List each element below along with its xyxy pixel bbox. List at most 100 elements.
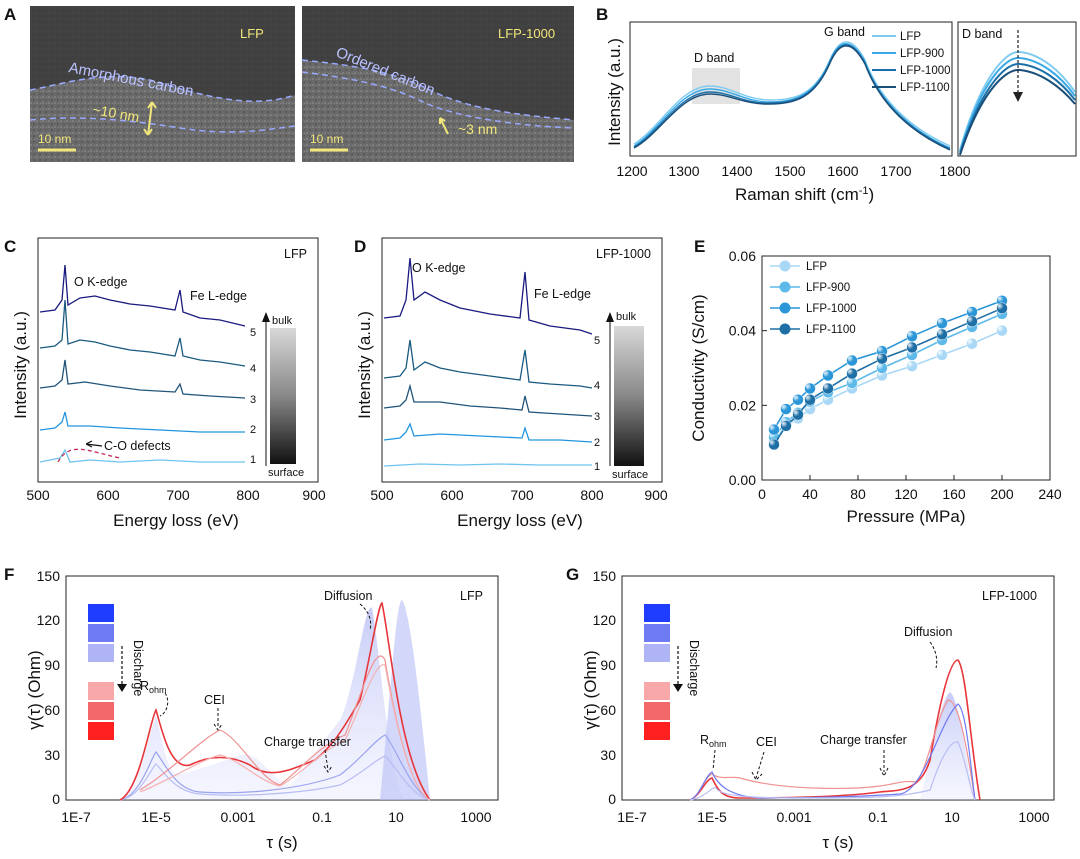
eels-d-xticks: 500 600 700 800 900: [370, 487, 668, 503]
x-tick-label: 0: [758, 486, 766, 502]
c-o-defects-label: C-O defects: [104, 439, 171, 453]
svg-text:60: 60: [44, 702, 60, 718]
data-point-highlight: [823, 370, 830, 377]
data-point-highlight: [967, 307, 974, 314]
svg-text:1E-7: 1E-7: [61, 809, 91, 825]
data-point-highlight: [823, 384, 830, 391]
svg-text:0.1: 0.1: [312, 809, 332, 825]
panel-e-label: E: [694, 237, 705, 256]
g-charge-transfer-label: Charge transfer: [820, 733, 907, 747]
c-bulk-label: bulk: [272, 315, 293, 327]
panel-c-xlabel: Energy loss (eV): [113, 511, 239, 530]
svg-text:60: 60: [600, 702, 616, 718]
svg-text:30: 30: [44, 747, 60, 763]
thickness-3nm-label: ~3 nm: [458, 121, 497, 137]
c-surface-label: surface: [268, 467, 304, 479]
data-point-highlight: [997, 326, 1004, 333]
svg-text:1E-5: 1E-5: [697, 809, 727, 825]
y-tick-label: 0.02: [729, 397, 756, 413]
g-diffusion-label: Diffusion: [904, 625, 952, 639]
panel-g: G γ(τ) (Ohm) 0 30 60 90 120 150 D: [566, 565, 1055, 852]
raman-inset: D band: [957, 21, 1077, 157]
svg-text:90: 90: [600, 657, 616, 673]
legend-marker: [779, 260, 791, 272]
panel-c-sample: LFP: [284, 247, 307, 261]
panel-f: F γ(τ) (Ohm) 0 30 60 90 120 150: [4, 565, 499, 852]
data-point-highlight: [769, 425, 776, 432]
svg-text:700: 700: [166, 487, 190, 503]
data-point-highlight: [847, 369, 854, 376]
raman-xticks: 1200 1300 1400 1500 1600 1700 1800: [616, 163, 970, 179]
data-point-highlight: [967, 339, 974, 346]
svg-text:1000: 1000: [1018, 809, 1049, 825]
svg-text:0.1: 0.1: [868, 809, 888, 825]
svg-text:150: 150: [37, 568, 61, 584]
scale-bar-a2: 10 nm: [310, 132, 343, 146]
svg-text:4: 4: [594, 380, 600, 392]
f-cei-label: CEI: [204, 693, 225, 707]
y-tick-label: 0.00: [729, 472, 756, 488]
eels-d-spectra: [383, 257, 593, 467]
drt-f-curves: [119, 600, 431, 801]
svg-text:3: 3: [594, 411, 600, 423]
data-point-highlight: [847, 356, 854, 363]
d-surface-label: surface: [612, 469, 648, 481]
panel-b-xlabel: Raman shift (cm-1): [735, 185, 874, 204]
d-fe-edge-label: Fe L-edge: [534, 287, 591, 301]
data-point-highlight: [877, 354, 884, 361]
panel-b-ylabel: Intensity (a.u.): [605, 38, 624, 146]
scale-bar-a1: 10 nm: [38, 132, 71, 146]
eels-d-axes: [381, 237, 663, 483]
panel-b: B Intensity (a.u.) D band G band LFP LFP…: [596, 5, 1077, 204]
svg-text:90: 90: [44, 657, 60, 673]
data-point-highlight: [781, 421, 788, 428]
data-point-highlight: [781, 404, 788, 411]
svg-text:10: 10: [388, 809, 404, 825]
f-charge-transfer-label: Charge transfer: [264, 735, 351, 749]
legend-label: LFP-1000: [806, 303, 857, 315]
legend-marker: [779, 281, 791, 293]
svg-text:5: 5: [594, 335, 600, 347]
svg-text:500: 500: [370, 487, 394, 503]
data-point-highlight: [967, 316, 974, 323]
raman-legend: LFP LFP-900 LFP-1000 LFP-1100: [872, 31, 951, 94]
svg-text:1000: 1000: [460, 809, 491, 825]
legend-label: LFP-1100: [806, 324, 856, 336]
svg-text:120: 120: [37, 612, 61, 628]
svg-text:1300: 1300: [668, 163, 699, 179]
svg-text:10: 10: [944, 809, 960, 825]
c-colorbar: [270, 328, 296, 464]
chart-xlabel: Pressure (MPa): [846, 507, 965, 526]
svg-text:0.001: 0.001: [776, 809, 811, 825]
drt-g-axes: [621, 575, 1055, 801]
svg-text:1200: 1200: [616, 163, 647, 179]
c-o-edge-label: O K-edge: [74, 275, 128, 289]
panel-a-label: A: [4, 5, 16, 24]
panel-c-label: C: [4, 237, 16, 256]
svg-text:800: 800: [580, 487, 604, 503]
drt-f-xticks: 1E-7 1E-5 0.001 0.1 10 1000: [61, 809, 492, 825]
c-fe-edge-label: Fe L-edge: [190, 289, 247, 303]
drt-f-discharge-legend: Discharge: [88, 604, 145, 740]
legend-lfp1100: LFP-1100: [900, 82, 950, 94]
drt-g-discharge-legend: Discharge: [644, 604, 701, 740]
raman-spectra: [633, 41, 951, 151]
legend-marker: [779, 302, 791, 314]
data-point-highlight: [805, 384, 812, 391]
data-point-highlight: [805, 395, 812, 402]
svg-text:3: 3: [250, 394, 256, 406]
inset-d-band-label: D band: [962, 27, 1002, 41]
legend-label: LFP-900: [806, 282, 850, 294]
svg-text:2: 2: [250, 424, 256, 436]
drt-f-yticks: 0 30 60 90 120 150: [37, 568, 61, 807]
svg-text:1500: 1500: [774, 163, 805, 179]
tem-image-lfp: LFP Amorphous carbon ~10 nm 10 nm: [29, 6, 296, 162]
tem-lfp-title: LFP: [240, 26, 264, 41]
x-tick-label: 240: [1038, 486, 1062, 502]
svg-text:0: 0: [52, 791, 60, 807]
legend-lfp900: LFP-900: [900, 48, 944, 60]
data-point-highlight: [847, 378, 854, 385]
svg-text:1E-5: 1E-5: [141, 809, 171, 825]
svg-text:0.001: 0.001: [220, 809, 255, 825]
f-rohm-label: Rohm: [140, 679, 167, 695]
